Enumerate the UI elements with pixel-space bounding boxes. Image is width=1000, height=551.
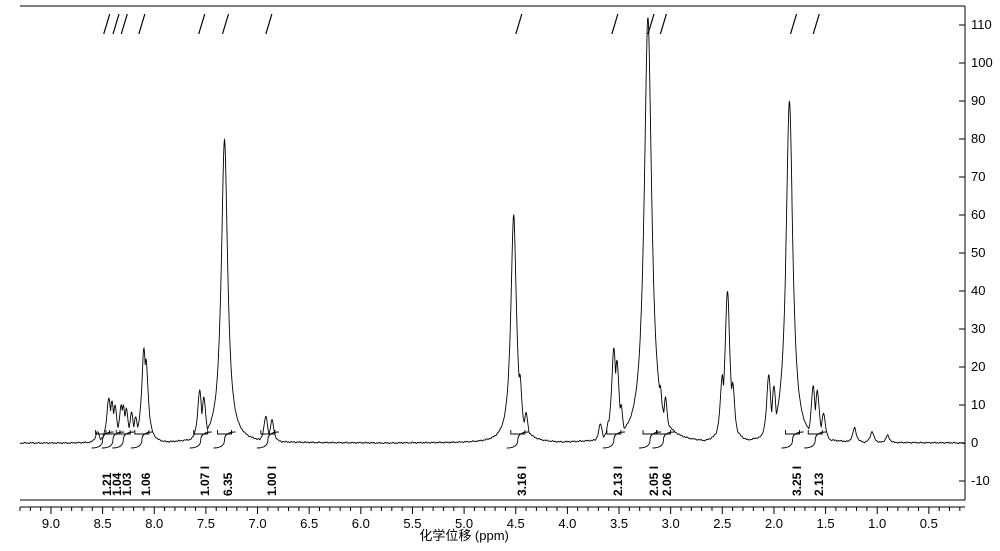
ytick-label: 10 [971, 397, 985, 412]
xtick-label: 6.5 [300, 516, 318, 531]
xtick-label: 0.5 [920, 516, 938, 531]
ytick-label: 80 [971, 131, 985, 146]
ytick-label: 40 [971, 283, 985, 298]
ytick-label: -10 [971, 473, 990, 488]
xtick-label: 6.0 [352, 516, 370, 531]
xtick-label: 4.0 [558, 516, 576, 531]
integration-label: 1.00 I [265, 466, 279, 496]
xtick-label: 2.0 [765, 516, 783, 531]
ytick-label: 90 [971, 93, 985, 108]
xtick-label: 1.0 [868, 516, 886, 531]
xtick-label: 7.5 [197, 516, 215, 531]
integration-label: 2.06 [660, 473, 674, 496]
xtick-label: 9.0 [42, 516, 60, 531]
xtick-label: 3.0 [662, 516, 680, 531]
xtick-label: 4.5 [507, 516, 525, 531]
xtick-label: 2.5 [713, 516, 731, 531]
integration-label: 2.13 I [611, 466, 625, 496]
ytick-label: 70 [971, 169, 985, 184]
ytick-label: 60 [971, 207, 985, 222]
xtick-label: 1.5 [817, 516, 835, 531]
xtick-label: 3.5 [610, 516, 628, 531]
integration-label: 1.06 [139, 473, 153, 496]
nmr-spectrum: -10 0 10 20 30 40 50 60 70 80 90 100 110 9.0 8.5 8.0 7.5… [0, 0, 1000, 546]
integration-label: 1.07 I [198, 466, 212, 496]
xtick-label: 8.5 [94, 516, 112, 531]
spectrum-svg [0, 0, 1000, 546]
integration-label: 2.05 I [647, 466, 661, 496]
x-axis-label: 化学位移 (ppm) [419, 525, 509, 544]
integration-label: 3.16 I [515, 466, 529, 496]
ytick-label: 30 [971, 321, 985, 336]
ytick-label: 50 [971, 245, 985, 260]
ytick-label: 0 [971, 435, 978, 450]
ytick-label: 20 [971, 359, 985, 374]
integration-label: 2.13 [812, 473, 826, 496]
integration-label: 1.03 [120, 473, 134, 496]
integration-label: 6.35 [221, 473, 235, 496]
ytick-label: 100 [971, 55, 993, 70]
xtick-label: 7.0 [248, 516, 266, 531]
integration-label: 3.25 I [790, 466, 804, 496]
ytick-label: 110 [971, 17, 992, 32]
xtick-label: 8.0 [145, 516, 163, 531]
